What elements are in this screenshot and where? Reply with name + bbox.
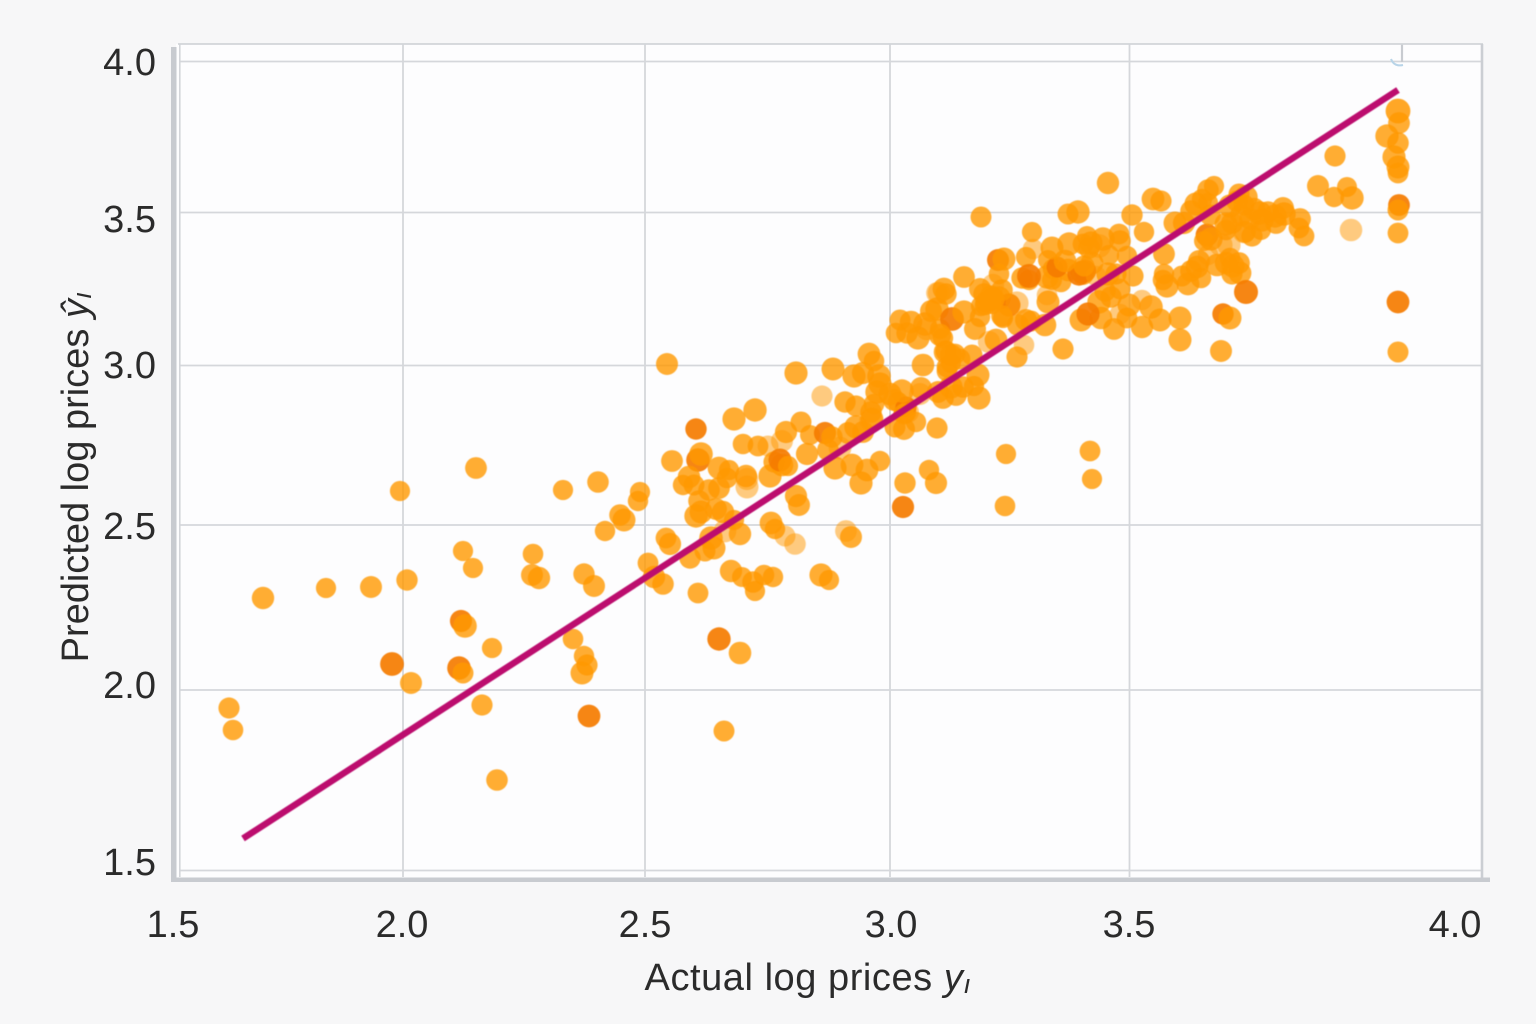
svg-text:3.0: 3.0 [865, 904, 918, 946]
svg-text:3.5: 3.5 [1103, 904, 1156, 946]
svg-text:3.5: 3.5 [103, 199, 156, 241]
svg-text:2.0: 2.0 [376, 904, 429, 946]
svg-text:1.5: 1.5 [103, 842, 156, 884]
svg-text:2.0: 2.0 [103, 665, 156, 707]
svg-text:2.5: 2.5 [619, 904, 672, 946]
svg-text:1.5: 1.5 [147, 904, 200, 946]
svg-text:3.0: 3.0 [103, 345, 156, 387]
svg-text:4.0: 4.0 [103, 42, 156, 84]
svg-text:4.0: 4.0 [1429, 904, 1482, 946]
svg-text:2.5: 2.5 [103, 506, 156, 548]
svg-text:Actual log prices yı: Actual log prices yı [645, 957, 972, 999]
svg-text:Predicted log prices ŷı: Predicted log prices ŷı [55, 292, 97, 663]
